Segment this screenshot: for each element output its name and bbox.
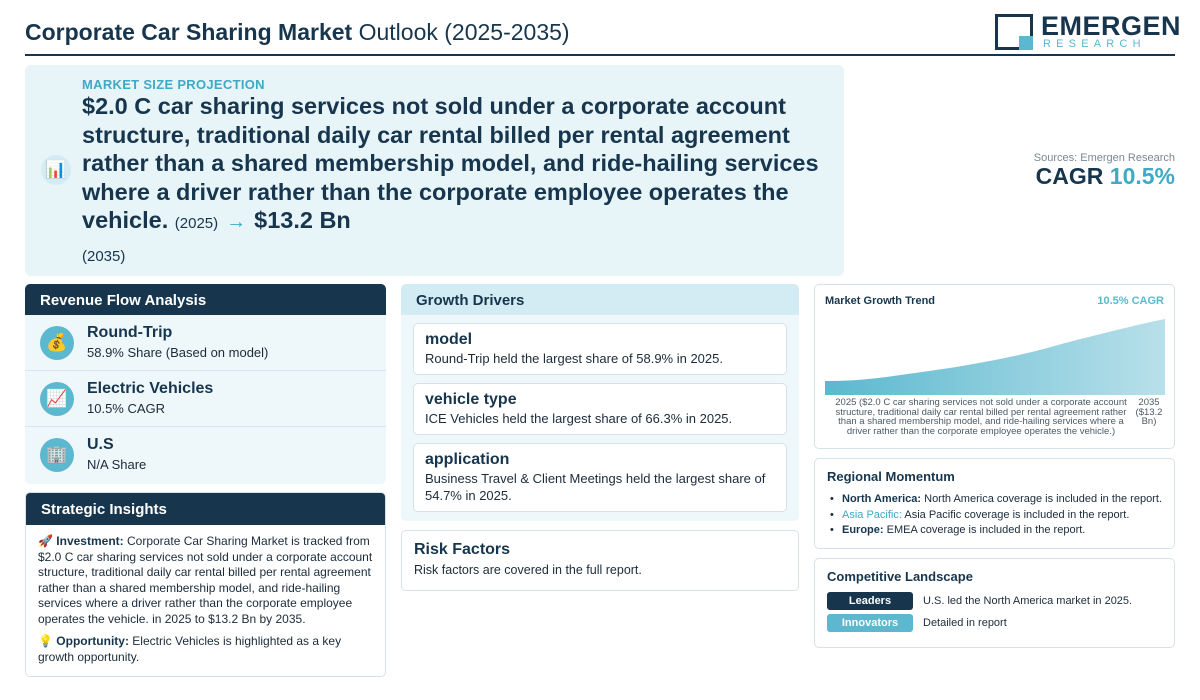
region-name: Asia Pacific:	[842, 508, 902, 521]
competitive-row: Leaders U.S. led the North America marke…	[827, 592, 1162, 614]
regional-momentum-heading: Regional Momentum	[827, 469, 955, 484]
building-icon: 🏢	[40, 438, 74, 472]
investment-text: Corporate Car Sharing Market is tracked …	[38, 534, 373, 626]
revenue-item-title: Electric Vehicles	[87, 380, 214, 397]
projection-end-year: (2035)	[82, 247, 126, 265]
page-title-bold: Corporate Car Sharing Market	[25, 19, 353, 45]
region-text: North America coverage is included in th…	[921, 493, 1162, 505]
trend-area-chart	[825, 319, 1165, 395]
revenue-item: 💰 Round-Trip 58.9% Share (Based on model…	[25, 315, 386, 371]
revenue-item-subtitle: 58.9% Share (Based on model)	[87, 345, 269, 360]
bar-chart-icon: 📊	[41, 155, 71, 185]
revenue-item-subtitle: N/A Share	[87, 457, 147, 472]
revenue-item: 📈 Electric Vehicles 10.5% CAGR	[25, 371, 386, 427]
market-size-projection: 📊 MARKET SIZE PROJECTION $2.0 C car shar…	[25, 65, 844, 276]
lightbulb-icon: 💡	[38, 634, 53, 648]
risk-factors-panel: Risk Factors Risk factors are covered in…	[401, 530, 799, 591]
projection-end-value: $13.2 Bn	[254, 207, 351, 233]
strategic-insights-heading: Strategic Insights	[26, 493, 385, 525]
list-item: Europe: EMEA coverage is included in the…	[827, 523, 1162, 539]
growth-drivers-panel: Growth Drivers model Round-Trip held the…	[401, 284, 799, 521]
opportunity-text: Electric Vehicles is highlighted as a ke…	[38, 634, 342, 664]
risk-factors-text: Risk factors are covered in the full rep…	[414, 563, 642, 577]
trend-heading: Market Growth Trend	[825, 295, 936, 307]
rocket-icon: 🚀	[38, 534, 53, 548]
trend-start-caption: 2025 ($2.0 C car sharing services not so…	[835, 397, 1127, 437]
strategic-insights-panel: Strategic Insights 🚀 Investment: Corpora…	[25, 492, 386, 677]
revenue-item: 🏢 U.S N/A Share	[25, 427, 386, 483]
competitive-landscape-panel: Competitive Landscape Leaders U.S. led t…	[814, 558, 1175, 648]
driver-title: model	[425, 331, 473, 348]
driver-title: application	[425, 451, 510, 468]
driver-card: vehicle type ICE Vehicles held the large…	[413, 383, 787, 435]
revenue-item-title: Round-Trip	[87, 324, 173, 341]
strategic-insights-body: 🚀 Investment: Corporate Car Sharing Mark…	[26, 525, 385, 676]
market-growth-trend-panel: Market Growth Trend 10.5% CAGR 2025 ($2.…	[814, 284, 1175, 449]
sources-text: Sources: Emergen Research	[1033, 152, 1175, 164]
driver-text: ICE Vehicles held the largest share of 6…	[425, 411, 733, 426]
trend-area	[825, 319, 1165, 395]
opportunity-label: Opportunity:	[56, 634, 129, 648]
region-text: EMEA coverage is included in the report.	[883, 524, 1086, 536]
region-text: Asia Pacific coverage is included in the…	[901, 508, 1130, 521]
logo-sub-text: RESEARCH	[1043, 38, 1146, 50]
revenue-flow-heading: Revenue Flow Analysis	[25, 284, 386, 315]
page-title-rest: Outlook (2025-2035)	[352, 19, 570, 45]
growth-drivers-heading: Growth Drivers	[401, 284, 799, 315]
projection-label: MARKET SIZE PROJECTION	[82, 77, 265, 92]
cagr-label: CAGR	[1035, 163, 1104, 189]
region-name: North America:	[842, 493, 922, 505]
money-bag-icon: 💰	[40, 326, 74, 360]
cagr-value: 10.5%	[1109, 163, 1175, 189]
trend-chart-icon: 📈	[40, 382, 74, 416]
innovators-badge: Innovators	[827, 614, 913, 632]
trend-end-caption: 2035 ($13.2 Bn)	[1135, 397, 1163, 427]
projection-start-year: (2025)	[174, 215, 219, 232]
investment-insight: 🚀 Investment: Corporate Car Sharing Mark…	[38, 534, 373, 627]
list-item: North America: North America coverage is…	[827, 492, 1162, 508]
opportunity-insight: 💡 Opportunity: Electric Vehicles is high…	[38, 634, 373, 665]
logo-mark-icon	[995, 14, 1033, 50]
regional-list: North America: North America coverage is…	[827, 492, 1162, 539]
revenue-item-title: U.S	[87, 436, 114, 453]
leaders-badge: Leaders	[827, 592, 913, 610]
region-name: Europe:	[842, 524, 884, 536]
investment-label: Investment:	[56, 534, 124, 548]
driver-card: application Business Travel & Client Mee…	[413, 443, 787, 512]
page-title: Corporate Car Sharing Market Outlook (20…	[25, 19, 570, 46]
projection-start-value: $2.0 C car sharing services not sold und…	[82, 93, 819, 233]
emergen-logo: EMERGEN RESEARCH	[995, 12, 1181, 50]
competitive-row: Innovators Detailed in report	[827, 614, 1162, 636]
competitive-landscape-heading: Competitive Landscape	[827, 569, 973, 584]
projection-text: $2.0 C car sharing services not sold und…	[82, 92, 827, 271]
revenue-item-subtitle: 10.5% CAGR	[87, 401, 166, 416]
header: Corporate Car Sharing Market Outlook (20…	[25, 10, 1181, 56]
innovators-text: Detailed in report	[923, 617, 1007, 629]
driver-title: vehicle type	[425, 391, 517, 408]
cagr-summary: CAGR 10.5%	[1036, 163, 1175, 190]
driver-text: Round-Trip held the largest share of 58.…	[425, 351, 723, 366]
list-item: Asia Pacific: Asia Pacific coverage is i…	[827, 508, 1162, 524]
regional-momentum-panel: Regional Momentum North America: North A…	[814, 458, 1175, 549]
driver-card: model Round-Trip held the largest share …	[413, 323, 787, 375]
arrow-right-icon: →	[226, 211, 247, 233]
logo-main-text: EMERGEN	[1041, 11, 1182, 41]
risk-factors-heading: Risk Factors	[414, 541, 511, 558]
driver-text: Business Travel & Client Meetings held t…	[425, 471, 766, 503]
revenue-flow-panel: Revenue Flow Analysis 💰 Round-Trip 58.9%…	[25, 284, 386, 484]
leaders-text: U.S. led the North America market in 202…	[923, 595, 1133, 607]
trend-cagr-badge: 10.5% CAGR	[1097, 295, 1164, 307]
